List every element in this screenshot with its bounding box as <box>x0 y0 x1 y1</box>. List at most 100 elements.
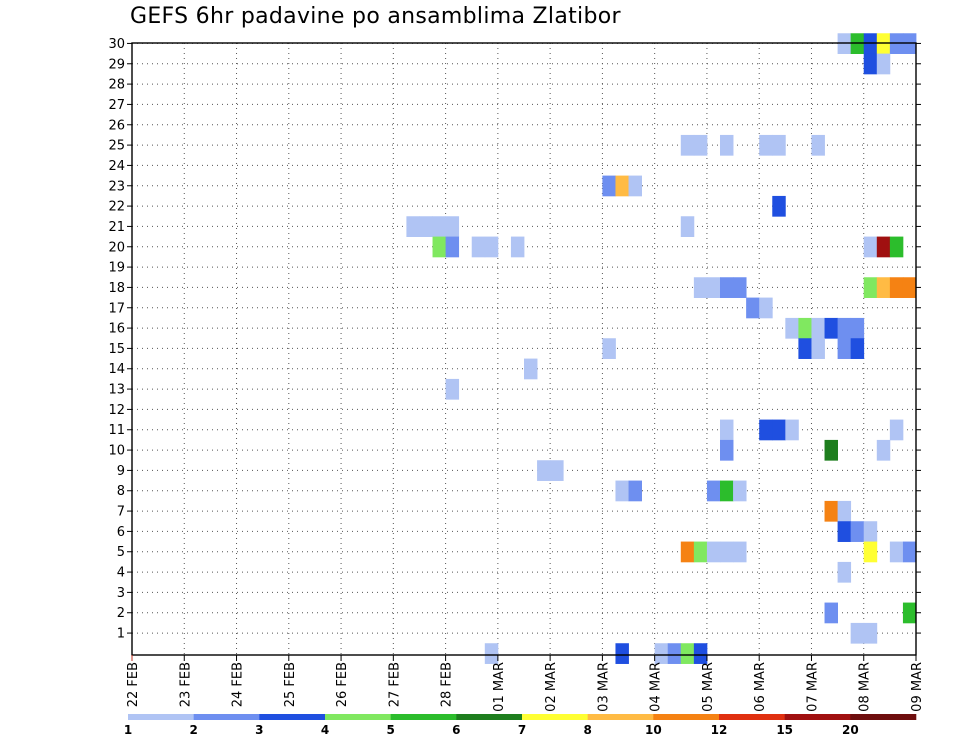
x-tick-label: 04 MAR <box>649 662 664 712</box>
precip-cell <box>733 541 747 563</box>
precip-cell <box>484 643 499 664</box>
colorbar-label: 5 <box>386 723 394 737</box>
colorbar-label: 20 <box>842 723 859 737</box>
precip-cell <box>772 134 786 156</box>
precip-cell <box>824 439 838 461</box>
precip-cell <box>432 216 446 237</box>
precip-cell <box>720 480 734 502</box>
x-tick-label: 26 FEB <box>335 662 350 707</box>
precip-cell <box>759 419 773 441</box>
precip-cell <box>537 460 551 481</box>
precip-cell <box>680 216 695 237</box>
precip-cell <box>876 439 891 461</box>
y-tick-label: 6 <box>117 525 125 540</box>
precip-cell <box>824 317 838 339</box>
colorbar-label: 4 <box>321 723 329 737</box>
precip-cell <box>524 358 538 380</box>
y-tick-label: 18 <box>108 281 125 296</box>
y-tick-label: 14 <box>108 362 125 377</box>
precip-cell <box>602 338 616 359</box>
colorbar-label: 3 <box>255 723 263 737</box>
precip-cell <box>706 277 721 298</box>
precip-cell <box>902 541 917 563</box>
y-tick-label: 15 <box>108 342 125 357</box>
precip-cell <box>667 643 682 664</box>
y-tick-label: 8 <box>117 484 125 499</box>
precip-cell <box>863 277 878 298</box>
precip-cell <box>602 175 616 197</box>
precip-cell <box>510 236 525 258</box>
y-tick-label: 16 <box>108 322 125 337</box>
precip-cell <box>850 317 865 339</box>
colorbar-label: 7 <box>518 723 526 737</box>
precip-cell <box>902 602 917 624</box>
colorbar-swatch <box>193 714 260 720</box>
precip-cell <box>654 643 669 664</box>
y-tick-label: 22 <box>108 200 125 215</box>
precip-cell <box>746 297 760 319</box>
colorbar-swatch <box>719 714 785 720</box>
colorbar-label: 12 <box>711 723 728 737</box>
precip-cell <box>759 134 773 156</box>
precip-cell <box>837 317 852 339</box>
y-tick-label: 12 <box>108 403 125 418</box>
x-tick-label: 27 FEB <box>387 662 402 707</box>
precip-cell <box>720 439 734 461</box>
precip-cell <box>615 175 629 197</box>
x-tick-label: 01 MAR <box>492 662 507 712</box>
precip-cell <box>863 53 878 75</box>
y-tick-label: 4 <box>117 566 125 581</box>
x-tick-label: 09 MAR <box>910 662 925 712</box>
y-tick-label: 17 <box>108 301 125 316</box>
precip-cell <box>811 134 825 156</box>
precip-cell <box>837 521 852 542</box>
precip-cell <box>798 317 812 339</box>
precip-cell <box>484 236 499 258</box>
precip-cell <box>824 602 838 624</box>
y-tick-label: 25 <box>108 139 125 154</box>
precip-cell <box>811 338 825 359</box>
colorbar-swatch <box>325 714 391 720</box>
precip-cell <box>863 622 878 644</box>
precip-cell <box>733 480 747 502</box>
precip-cell <box>445 216 460 237</box>
precip-cell <box>850 521 865 542</box>
x-tick-label: 25 FEB <box>283 662 298 707</box>
precip-cell <box>876 53 891 75</box>
precip-cell <box>837 561 852 583</box>
x-tick-label: 06 MAR <box>753 662 768 712</box>
precip-cell <box>772 419 786 441</box>
precip-cell <box>837 500 852 522</box>
colorbar-label: 15 <box>776 723 793 737</box>
colorbar-label: 10 <box>645 723 662 737</box>
colorbar-swatch <box>653 714 720 720</box>
colorbar-swatch <box>587 714 654 720</box>
y-tick-label: 27 <box>108 98 125 113</box>
y-tick-label: 23 <box>108 179 125 194</box>
x-tick-label: 03 MAR <box>596 662 611 712</box>
x-tick-label: 22 FEB <box>126 662 141 707</box>
x-tick-label: 07 MAR <box>805 662 820 712</box>
y-tick-label: 3 <box>117 586 125 601</box>
precip-cell <box>720 419 734 441</box>
precip-cell <box>550 460 564 481</box>
precip-cell <box>798 338 812 359</box>
precip-cell <box>876 236 891 258</box>
precip-cell <box>863 236 878 258</box>
y-tick-label: 7 <box>117 505 125 520</box>
precip-cell <box>720 134 734 156</box>
precip-cell <box>837 338 852 359</box>
y-tick-label: 11 <box>108 423 125 438</box>
plot-frame <box>131 42 917 656</box>
precip-cell <box>850 622 865 644</box>
y-tick-label: 20 <box>108 240 125 255</box>
precip-cell <box>706 541 721 563</box>
precip-cell <box>471 236 486 258</box>
precip-cell <box>824 500 838 522</box>
precip-cell <box>693 277 708 298</box>
y-tick-label: 30 <box>108 37 125 52</box>
chart-title: GEFS 6hr padavine po ansamblima Zlatibor <box>130 4 621 29</box>
precip-cell <box>889 277 904 298</box>
y-tick-label: 9 <box>117 464 125 479</box>
